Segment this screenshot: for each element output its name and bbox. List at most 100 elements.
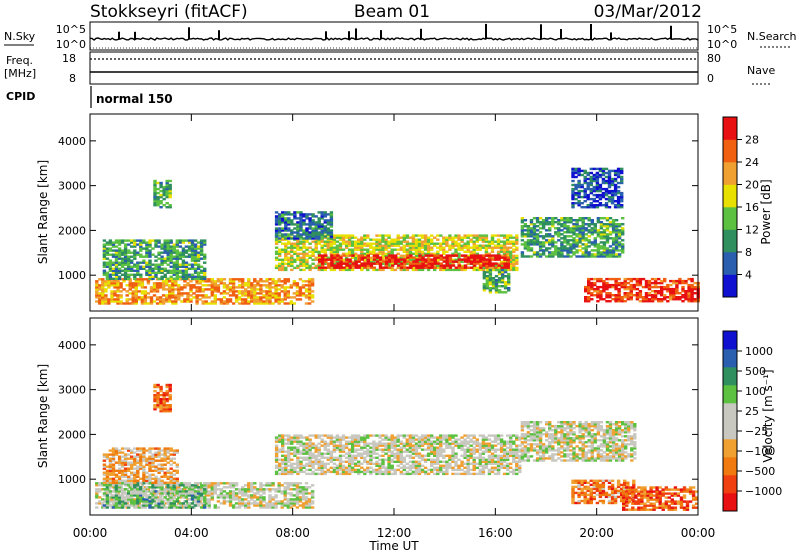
data-cell (626, 281, 630, 285)
data-cell (156, 191, 160, 195)
data-cell (292, 488, 297, 491)
data-cell (216, 484, 221, 487)
data-cell (617, 287, 621, 291)
data-cell (532, 227, 537, 230)
data-cell (153, 191, 157, 195)
data-cell (178, 269, 183, 272)
data-cell (610, 179, 615, 183)
data-cell (290, 250, 294, 253)
data-cell (281, 440, 285, 443)
data-cell (421, 264, 425, 267)
data-cell (369, 250, 373, 253)
data-cell (256, 498, 260, 501)
data-cell (611, 277, 615, 281)
data-cell (274, 496, 278, 499)
data-cell (193, 277, 198, 280)
data-cell (308, 225, 312, 228)
data-cell (175, 249, 179, 252)
data-cell (487, 244, 492, 247)
data-cell (329, 215, 334, 218)
data-cell (592, 200, 596, 203)
data-cell (571, 204, 575, 207)
data-cell (196, 263, 201, 266)
data-cell (344, 266, 349, 270)
data-cell (281, 436, 285, 439)
data-cell (614, 300, 618, 303)
data-cell (426, 236, 431, 239)
data-cell (271, 502, 275, 505)
data-cell (287, 448, 291, 451)
data-cell (95, 494, 99, 497)
data-cell (284, 252, 288, 255)
data-cell (587, 231, 591, 234)
data-cell (110, 298, 114, 301)
data-cell (298, 290, 303, 293)
data-cell (515, 254, 519, 257)
data-cell (250, 300, 254, 303)
data-cell (114, 492, 119, 495)
data-cell (131, 290, 135, 293)
data-cell (213, 492, 217, 495)
data-cell (578, 225, 582, 228)
data-cell (193, 259, 198, 262)
data-cell (228, 280, 233, 283)
data-cell (596, 219, 601, 222)
data-cell (290, 237, 294, 240)
data-cell (102, 484, 107, 487)
data-cell (572, 247, 576, 250)
data-cell (321, 260, 325, 263)
data-cell (610, 189, 615, 193)
data-cell (203, 484, 207, 487)
data-cell (529, 243, 534, 246)
data-cell (506, 258, 510, 261)
data-cell (402, 250, 406, 253)
data-cell (500, 285, 505, 288)
data-cell (581, 233, 585, 236)
data-cell (666, 296, 670, 299)
data-cell (611, 241, 616, 244)
data-cell (575, 221, 579, 224)
data-cell (551, 223, 555, 226)
data-cell (326, 246, 330, 249)
data-cell (604, 202, 609, 205)
data-cell (523, 245, 528, 248)
data-cell (95, 284, 99, 287)
data-cell (569, 235, 573, 238)
data-cell (308, 223, 312, 226)
data-cell (161, 282, 166, 285)
data-cell (157, 486, 161, 489)
data-cell (472, 242, 476, 245)
data-cell (460, 246, 464, 249)
data-cell (402, 246, 406, 249)
data-cell (180, 300, 184, 303)
data-cell (506, 268, 510, 272)
data-cell (569, 251, 573, 254)
data-cell (320, 250, 324, 253)
data-cell (484, 244, 489, 247)
data-cell (605, 247, 610, 250)
data-cell (436, 254, 440, 257)
data-cell (130, 239, 134, 242)
data-cell (231, 286, 236, 289)
data-cell (366, 266, 370, 270)
data-cell (259, 484, 263, 487)
data-cell (451, 242, 455, 245)
data-cell (577, 179, 581, 183)
data-cell (117, 251, 122, 254)
data-cell (278, 231, 282, 234)
data-cell (289, 502, 293, 505)
data-cell (296, 231, 300, 234)
data-cell (541, 235, 546, 238)
data-cell (663, 294, 667, 297)
data-cell (305, 240, 309, 243)
data-cell (292, 500, 297, 503)
data-cell (231, 288, 236, 291)
data-cell (545, 241, 549, 244)
data-cell (140, 290, 145, 293)
data-cell (299, 215, 303, 218)
data-cell (497, 256, 501, 259)
data-cell (101, 284, 105, 287)
data-cell (583, 179, 587, 183)
data-cell (178, 241, 183, 244)
data-cell (617, 255, 622, 258)
